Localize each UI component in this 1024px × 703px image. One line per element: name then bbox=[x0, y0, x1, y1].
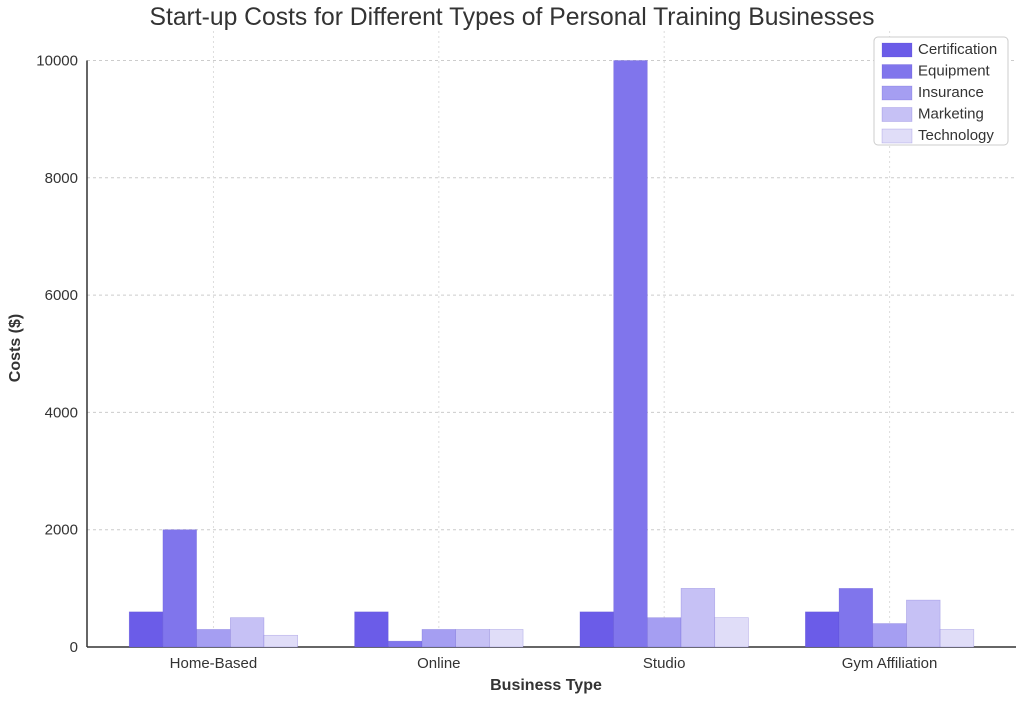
svg-text:Technology: Technology bbox=[918, 127, 994, 144]
svg-text:Business Type: Business Type bbox=[490, 677, 602, 694]
svg-text:Marketing: Marketing bbox=[918, 106, 984, 123]
svg-text:0: 0 bbox=[70, 639, 78, 656]
svg-text:Gym Affiliation: Gym Affiliation bbox=[842, 655, 938, 672]
svg-text:Start-up Costs for Different T: Start-up Costs for Different Types of Pe… bbox=[150, 4, 875, 31]
svg-text:Home-Based: Home-Based bbox=[170, 655, 258, 672]
svg-text:Online: Online bbox=[417, 655, 460, 672]
svg-text:6000: 6000 bbox=[45, 287, 78, 304]
svg-text:Insurance: Insurance bbox=[918, 84, 984, 101]
svg-text:Costs ($): Costs ($) bbox=[7, 314, 24, 382]
svg-text:Studio: Studio bbox=[643, 655, 686, 672]
svg-text:10000: 10000 bbox=[36, 53, 78, 70]
svg-text:2000: 2000 bbox=[45, 522, 78, 539]
svg-text:Certification: Certification bbox=[918, 41, 997, 58]
svg-text:Equipment: Equipment bbox=[918, 63, 991, 80]
svg-text:4000: 4000 bbox=[45, 404, 78, 421]
svg-text:8000: 8000 bbox=[45, 170, 78, 187]
